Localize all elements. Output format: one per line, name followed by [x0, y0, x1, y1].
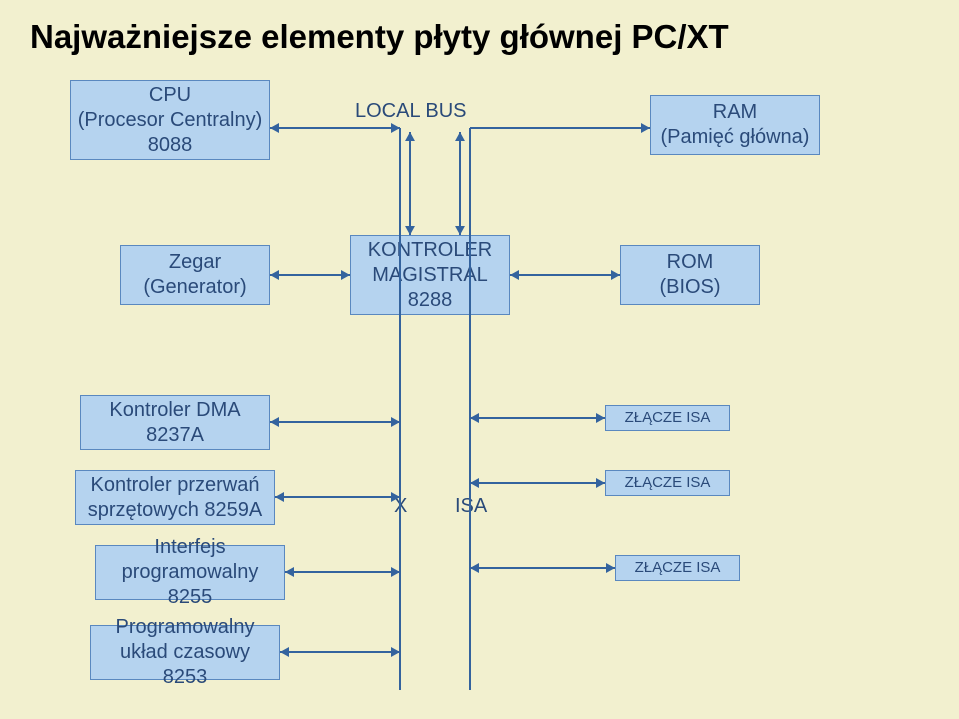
- node-dma: Kontroler DMA8237A: [80, 395, 270, 450]
- label-x: X: [394, 495, 407, 518]
- node-cpu: CPU(Procesor Centralny)8088: [70, 80, 270, 160]
- label-localbus: LOCAL BUS: [355, 100, 467, 123]
- node-timer: Programowalnyukład czasowy 8253: [90, 625, 280, 680]
- node-isa1: ZŁĄCZE ISA: [605, 405, 730, 431]
- node-isa3: ZŁĄCZE ISA: [615, 555, 740, 581]
- page-title: Najważniejsze elementy płyty głównej PC/…: [30, 18, 729, 56]
- node-isa2: ZŁĄCZE ISA: [605, 470, 730, 496]
- node-irq: Kontroler przerwańsprzętowych 8259A: [75, 470, 275, 525]
- node-ram: RAM(Pamięć główna): [650, 95, 820, 155]
- label-isa: ISA: [455, 495, 487, 518]
- node-ppi: Interfejsprogramowalny 8255: [95, 545, 285, 600]
- node-zegar: Zegar(Generator): [120, 245, 270, 305]
- node-bus: KONTROLERMAGISTRAL8288: [350, 235, 510, 315]
- node-rom: ROM(BIOS): [620, 245, 760, 305]
